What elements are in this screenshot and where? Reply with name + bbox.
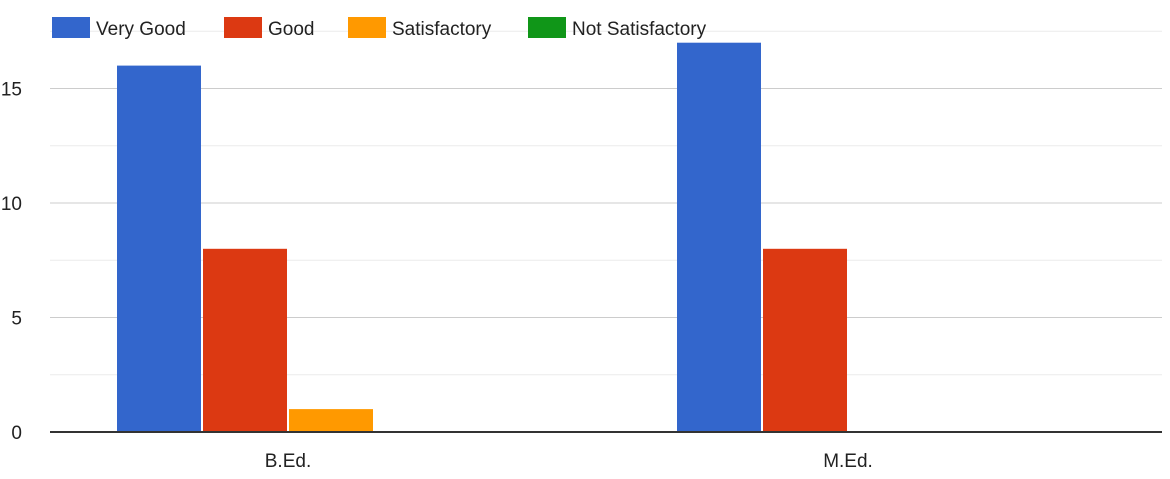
legend-item[interactable]: Not Satisfactory [528, 17, 707, 40]
x-tick-label: M.Ed. [823, 451, 873, 472]
legend-item[interactable]: Satisfactory [348, 17, 492, 40]
legend-label: Not Satisfactory [572, 19, 707, 40]
legend-swatch [224, 17, 262, 38]
legend-item[interactable]: Very Good [52, 17, 186, 40]
legend-swatch [52, 17, 90, 38]
axes: 0 5 10 15 B.Ed. M.Ed. [1, 80, 1162, 472]
legend-label: Satisfactory [392, 19, 492, 40]
bar-very-good [677, 42, 761, 432]
legend-swatch [528, 17, 566, 38]
y-tick-label: 0 [11, 423, 22, 444]
bar-good [763, 248, 847, 432]
legend-label: Very Good [96, 19, 186, 40]
bar-very-good [117, 65, 201, 432]
x-tick-label: B.Ed. [265, 451, 311, 472]
legend: Very Good Good Satisfactory Not Satisfactor… [52, 17, 707, 40]
y-tick-label: 15 [1, 80, 22, 101]
y-tick-label: 5 [11, 309, 22, 330]
legend-swatch [348, 17, 386, 38]
legend-label: Good [268, 19, 314, 40]
legend-item[interactable]: Good [224, 17, 314, 40]
bar-good [203, 248, 287, 432]
bar-satisfactory [289, 409, 373, 432]
y-tick-label: 10 [1, 194, 22, 215]
bars [117, 42, 847, 432]
